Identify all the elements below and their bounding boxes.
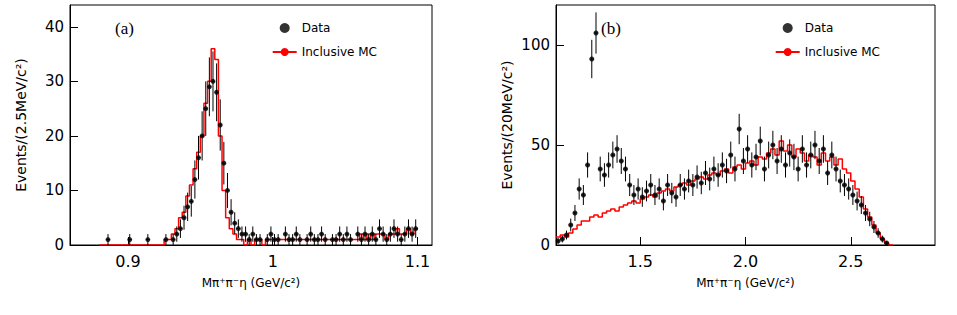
svg-text:0: 0	[540, 236, 550, 254]
svg-text:Inclusive MC: Inclusive MC	[302, 45, 377, 59]
svg-text:Mπ⁺π⁻η (GeV/c²): Mπ⁺π⁻η (GeV/c²)	[696, 276, 795, 290]
svg-text:Mπ⁺π⁻η (GeV/c²): Mπ⁺π⁻η (GeV/c²)	[202, 276, 301, 290]
svg-text:Events/(2.5MeV/c²): Events/(2.5MeV/c²)	[13, 58, 29, 192]
svg-text:20: 20	[45, 127, 64, 145]
svg-text:0: 0	[54, 236, 64, 254]
svg-text:(a): (a)	[115, 19, 134, 38]
svg-text:Inclusive MC: Inclusive MC	[805, 45, 880, 59]
svg-text:Data: Data	[805, 21, 834, 35]
svg-text:30: 30	[45, 72, 64, 90]
svg-text:50: 50	[531, 136, 550, 154]
svg-text:1.1: 1.1	[405, 252, 430, 271]
svg-text:(b): (b)	[601, 19, 621, 38]
svg-text:100: 100	[521, 36, 550, 54]
svg-text:Data: Data	[302, 21, 331, 35]
svg-text:2.0: 2.0	[733, 252, 758, 271]
svg-text:0.9: 0.9	[115, 252, 140, 271]
svg-text:1.5: 1.5	[627, 252, 652, 271]
svg-text:10: 10	[45, 181, 64, 199]
svg-text:2.5: 2.5	[838, 252, 863, 271]
svg-text:Events/(20MeV/c²): Events/(20MeV/c²)	[499, 60, 515, 189]
svg-text:40: 40	[45, 18, 64, 36]
svg-text:1: 1	[268, 252, 278, 271]
